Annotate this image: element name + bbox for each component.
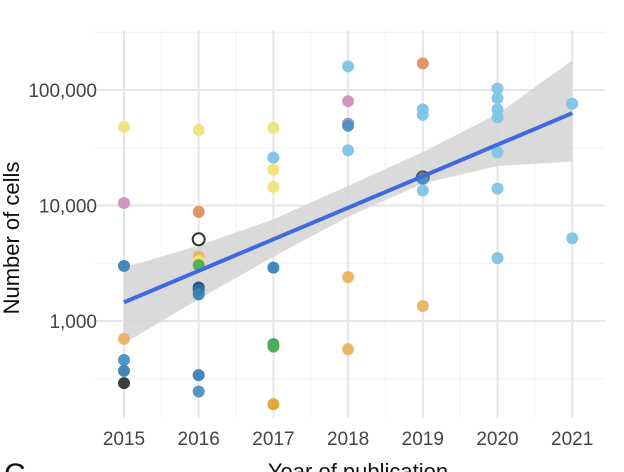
data-point [491, 182, 504, 195]
data-point [192, 288, 205, 301]
data-point [491, 92, 504, 105]
y-axis-title: Number of cells [0, 162, 24, 315]
data-point [566, 232, 579, 245]
regression-line-layer [123, 111, 573, 305]
data-points [118, 57, 579, 411]
confidence-band-layer [124, 60, 573, 344]
x-tick-label: 2015 [103, 429, 145, 450]
data-point [416, 57, 429, 70]
data-point [342, 343, 355, 356]
grid-lines [95, 30, 605, 418]
data-point [267, 163, 280, 176]
y-tick-label: 10,000 [39, 197, 97, 218]
x-tick-label: 2018 [327, 429, 369, 450]
data-point [566, 97, 579, 110]
x-tick-label: 2020 [476, 429, 518, 450]
x-axis-ticks: 2015 2016 2017 2018 2019 2020 2021 [103, 429, 593, 450]
data-point [267, 121, 280, 134]
data-point [267, 180, 280, 193]
data-point [342, 144, 355, 157]
data-point [491, 146, 504, 159]
data-point [192, 385, 205, 398]
data-point [118, 259, 130, 272]
x-axis-title: Year of publication [268, 459, 448, 472]
data-point [491, 82, 504, 95]
data-point [267, 340, 280, 353]
y-tick-label: 100,000 [28, 81, 97, 102]
data-point [118, 377, 130, 390]
x-tick-label: 2019 [402, 429, 444, 450]
data-point [416, 184, 429, 197]
y-axis-ticks: 1,000 10,000 100,000 [28, 81, 97, 333]
data-point [342, 95, 355, 108]
confidence-band [124, 60, 573, 344]
data-point [118, 120, 130, 133]
data-point [491, 111, 504, 124]
data-point [192, 369, 205, 382]
data-point [118, 353, 130, 366]
data-point [192, 205, 205, 218]
data-point [416, 299, 429, 312]
x-tick-label: 2021 [551, 429, 593, 450]
x-tick-label: 2017 [252, 429, 294, 450]
data-point [192, 124, 205, 137]
data-point [342, 271, 355, 284]
data-point [191, 232, 206, 247]
panel-letter: C [4, 458, 26, 472]
data-point [342, 60, 355, 73]
data-point [416, 108, 429, 121]
data-point [491, 252, 504, 265]
y-tick-label: 1,000 [49, 312, 97, 333]
data-point [118, 332, 130, 345]
data-point [118, 364, 130, 377]
data-point [267, 261, 280, 274]
regression-line [123, 111, 573, 305]
data-point [342, 119, 355, 132]
data-point [267, 398, 280, 411]
data-point [118, 197, 130, 210]
data-point [267, 151, 280, 164]
x-tick-label: 2016 [178, 429, 220, 450]
